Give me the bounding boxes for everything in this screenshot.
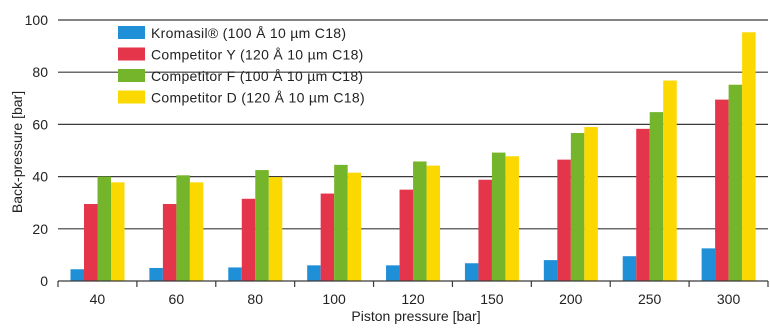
bar-80-series-4: [268, 177, 283, 281]
legend-swatch-4: [118, 90, 145, 104]
bar-300-series-4: [742, 32, 756, 281]
legend: Kromasil® (100 Å 10 µm C18) Competitor Y …: [118, 25, 365, 106]
bar-150-series-2: [478, 179, 492, 281]
bar-200-series-2: [557, 159, 571, 281]
y-tick-labels: 0 20 40 60 80 100: [25, 12, 49, 289]
x-tick-labels: 40 60 80 100 120 150 200 250 300: [90, 291, 741, 307]
bar-80-series-1: [228, 267, 242, 281]
bar-300-series-2: [715, 99, 729, 281]
axes: [57, 280, 769, 287]
bar-80-series-2: [241, 198, 256, 281]
bar-100-series-1: [307, 265, 321, 281]
bar-250-series-1: [622, 256, 637, 281]
y-tick-label: 20: [32, 221, 48, 237]
bar-40-series-2: [84, 204, 98, 281]
bar-300-series-1: [701, 248, 716, 281]
legend-swatch-2: [118, 47, 145, 61]
y-axis-title: Back-pressure [bar]: [9, 91, 25, 213]
bar-40-series-1: [70, 269, 84, 281]
legend-label-1: Kromasil® (100 Å 10 µm C18): [151, 25, 346, 41]
bar-150-series-4: [505, 156, 519, 281]
y-tick-label: 100: [25, 12, 49, 28]
y-tick-label: 80: [32, 64, 48, 80]
bar-120-series-2: [399, 189, 414, 281]
x-tick-label: 40: [90, 291, 106, 307]
bar-300-series-3: [728, 84, 743, 281]
legend-swatch-1: [118, 26, 145, 39]
bar-60-series-4: [189, 182, 204, 281]
bar-120-series-4: [426, 165, 441, 281]
bar-120-series-3: [413, 161, 427, 281]
bar-200-series-1: [543, 260, 558, 281]
legend-label-2: Competitor Y (120 Å 10 µm C18): [151, 47, 364, 63]
bar-200-series-3: [570, 133, 585, 281]
bar-200-series-4: [584, 127, 598, 281]
x-tick-label: 300: [717, 291, 741, 307]
x-tick-label: 60: [169, 291, 185, 307]
bar-150-series-3: [491, 152, 506, 281]
bar-100-series-3: [334, 164, 348, 281]
y-tick-label: 0: [40, 273, 48, 289]
x-tick-label: 80: [247, 291, 263, 307]
bar-100-series-2: [320, 193, 335, 281]
legend-label-3: Competitor F (100 Å 10 µm C18): [151, 68, 363, 84]
bar-100-series-4: [347, 172, 362, 281]
x-tick-label: 250: [638, 291, 662, 307]
legend-label-4: Competitor D (120 Å 10 µm C18): [151, 90, 365, 106]
bar-40-series-3: [97, 176, 111, 281]
x-tick-label: 150: [480, 291, 504, 307]
bar-80-series-3: [255, 170, 269, 281]
bar-250-series-3: [649, 112, 664, 282]
x-axis-title: Piston pressure [bar]: [351, 308, 480, 324]
x-tick-label: 120: [401, 291, 425, 307]
bar-60-series-2: [162, 204, 177, 281]
y-tick-label: 60: [32, 116, 48, 132]
bar-60-series-1: [149, 267, 163, 281]
bar-250-series-4: [663, 80, 677, 281]
x-tick-label: 100: [322, 291, 346, 307]
bar-40-series-4: [111, 182, 125, 281]
bar-60-series-3: [176, 175, 190, 281]
y-tick-label: 40: [32, 169, 48, 185]
bar-120-series-1: [386, 265, 400, 281]
bar-series-group: [70, 32, 756, 282]
x-tick-label: 200: [559, 291, 583, 307]
legend-swatch-3: [118, 69, 145, 82]
bar-150-series-1: [464, 263, 479, 281]
bar-250-series-2: [636, 128, 650, 281]
